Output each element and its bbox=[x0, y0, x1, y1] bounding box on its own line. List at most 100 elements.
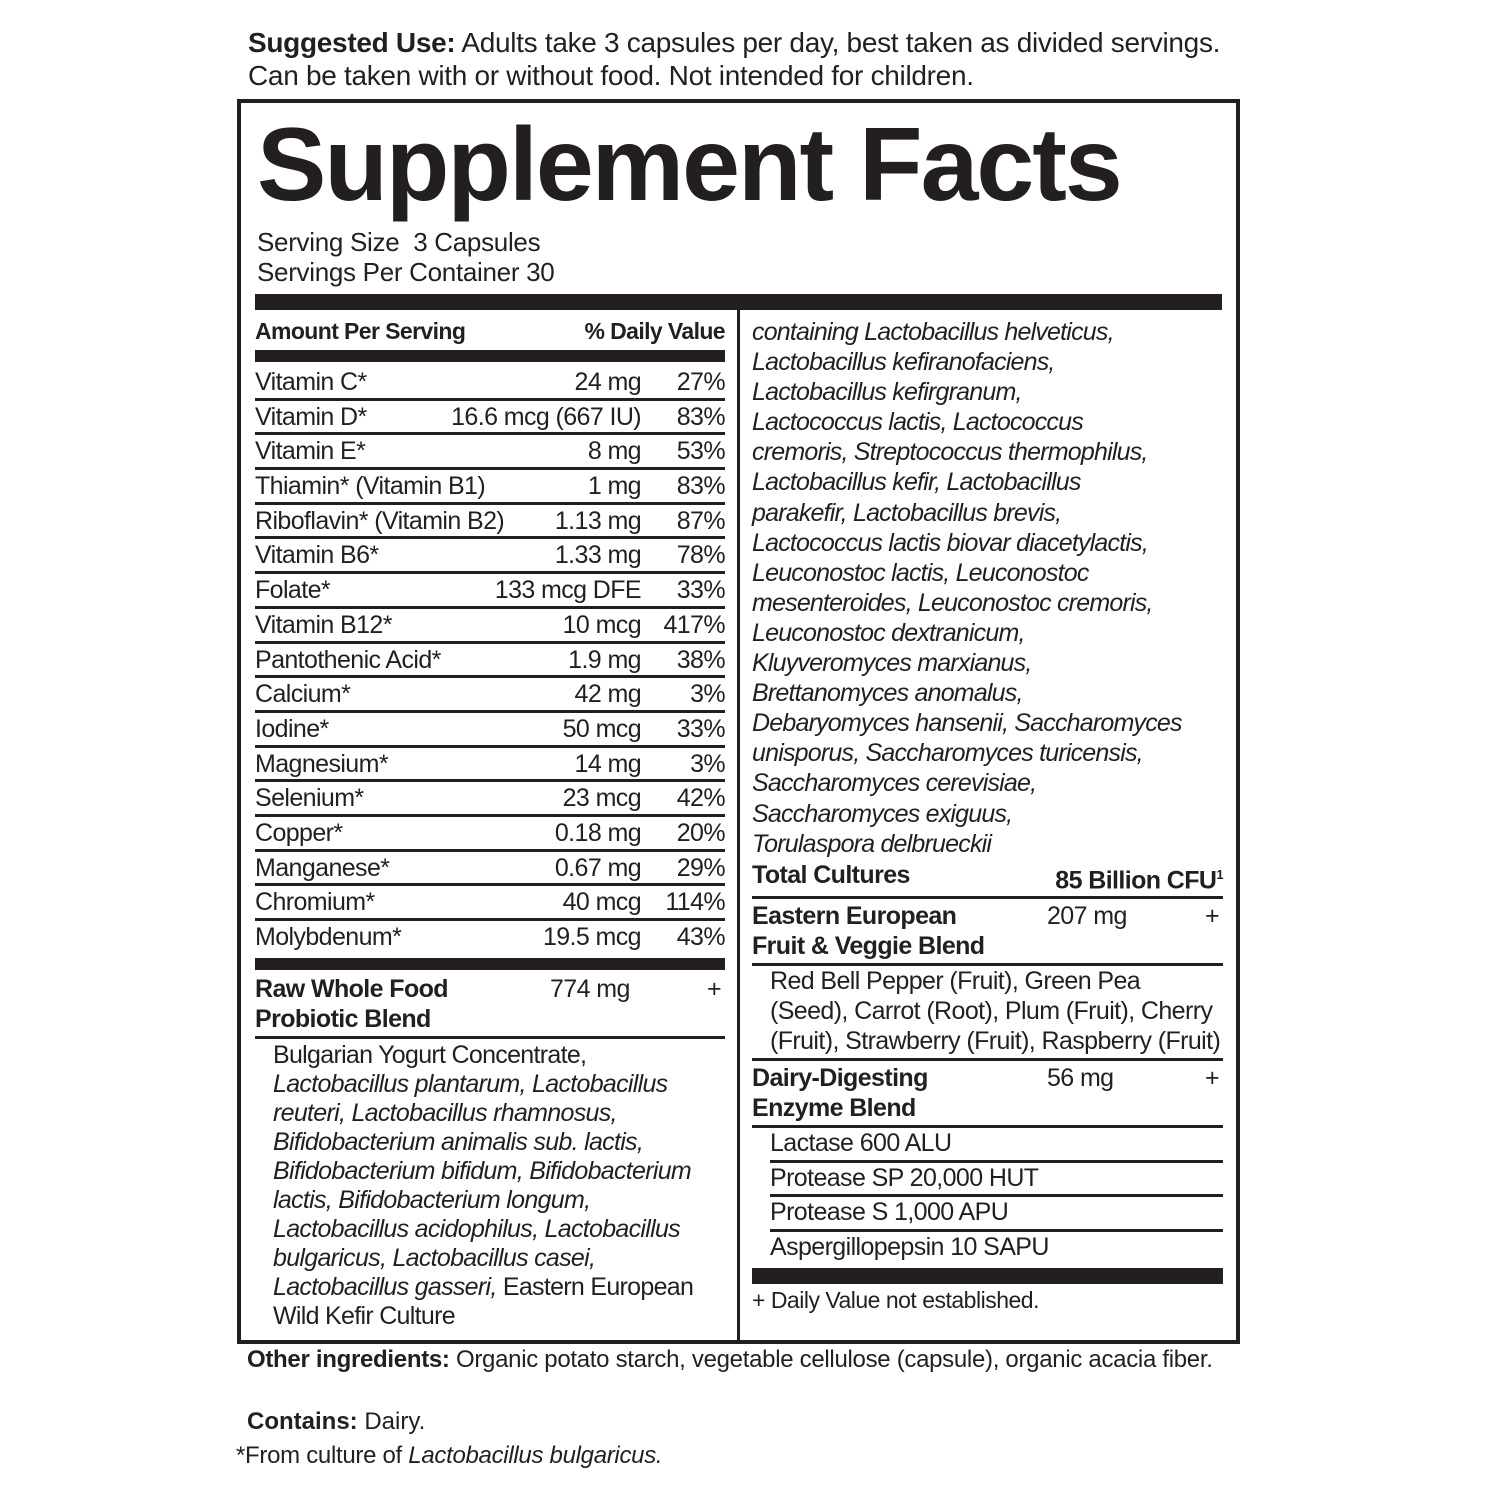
ingredient-line: Lactobacillus kefir, Lactobacillus bbox=[752, 468, 1081, 497]
ingredient-line: Brettanomyces anomalus, bbox=[752, 679, 1023, 708]
enzyme-list: Lactase 600 ALU Protease SP 20,000 HUT Pro… bbox=[752, 1128, 1223, 1266]
nutrient-name: Folate* bbox=[255, 576, 331, 605]
nutrient-name: Vitamin D* bbox=[255, 402, 367, 431]
nutrient-name: Vitamin C* bbox=[255, 368, 367, 396]
nutrient-name: Riboflavin* (Vitamin B2) bbox=[255, 506, 505, 535]
nutrient-name: Molybdenum* bbox=[255, 923, 402, 951]
culture-footnote: *From culture of Lactobacillus bulgaricu… bbox=[236, 1442, 663, 1469]
table-row: Chromium* 40 mcg 114% bbox=[255, 886, 726, 921]
nutrient-dv: 87% bbox=[676, 506, 726, 535]
ingredient-line: Saccharomyces exiguus, bbox=[752, 799, 1013, 828]
table-row: Vitamin C* 24 mg 27% bbox=[255, 366, 726, 401]
nutrient-amount: 40 mcg bbox=[562, 888, 642, 917]
nutrient-dv: 78% bbox=[676, 541, 726, 570]
ingredient-line: cremoris, Streptococcus thermophilus, bbox=[752, 438, 1148, 467]
total-cultures: Total Cultures 85 Billion CFU1 bbox=[752, 859, 1224, 900]
nutrient-amount: 50 mcg bbox=[562, 714, 642, 743]
ingredient-line: Lactobacillus kefirgranum, bbox=[752, 378, 1022, 407]
ingredient-line: parakefir, Lactobacillus brevis, bbox=[752, 498, 1062, 527]
table-row: Vitamin B6* 1.33 mg 78% bbox=[255, 539, 726, 575]
column-divider bbox=[737, 310, 740, 1344]
nutrient-dv: 114% bbox=[665, 888, 725, 917]
table-row: Pantothenic Acid* 1.9 mg 38% bbox=[255, 644, 726, 679]
table-row: Molybdenum* 19.5 mcg 43% bbox=[255, 921, 726, 956]
nutrient-dv: 33% bbox=[676, 714, 726, 743]
nutrient-amount: 16.6 mcg (667 IU) bbox=[451, 402, 641, 431]
supplement-facts-panel: Supplement Facts Serving Size 3 Capsules… bbox=[237, 99, 1240, 1344]
nutrient-amount: 1.13 mg bbox=[554, 506, 642, 535]
nutrient-amount: 1.33 mg bbox=[554, 541, 642, 570]
nutrient-name: Thiamin* (Vitamin B1) bbox=[255, 472, 486, 501]
other-ingredients: Other ingredients: Organic potato starch… bbox=[247, 1346, 1213, 1373]
table-row: Folate* 133 mcg DFE 33% bbox=[255, 574, 726, 609]
nutrient-name: Manganese* bbox=[255, 853, 390, 882]
enzyme-blend-header: Dairy-Digesting Enzyme Blend 56 mg + bbox=[752, 1063, 1223, 1129]
right-column: containing Lactobacillus helveticus, Lact… bbox=[752, 317, 1224, 1316]
nutrient-dv: 53% bbox=[676, 437, 726, 466]
fruit-blend-header: Eastern European Fruit & Veggie Blend 207… bbox=[752, 901, 1223, 967]
nutrient-name: Vitamin E* bbox=[255, 437, 366, 466]
nutrient-amount: 0.18 mg bbox=[554, 818, 642, 847]
table-row: Copper* 0.18 mg 20% bbox=[255, 817, 726, 852]
nutrient-name: Vitamin B12* bbox=[255, 610, 392, 639]
ingredient-line: Saccharomyces cerevisiae, bbox=[752, 769, 1037, 798]
nutrient-name: Vitamin B6* bbox=[255, 541, 379, 570]
enzyme-item: Protease S 1,000 APU bbox=[770, 1197, 1223, 1232]
allergen-contains: Contains: Dairy. bbox=[247, 1408, 426, 1435]
divider-thick bbox=[255, 294, 1222, 310]
probiotic-blend-continued: containing Lactobacillus helveticus, Lact… bbox=[752, 317, 1223, 859]
nutrient-dv: 38% bbox=[676, 645, 726, 674]
nutrient-name: Magnesium* bbox=[255, 749, 389, 778]
nutrient-dv: 83% bbox=[676, 402, 726, 431]
divider-bar bbox=[752, 1268, 1223, 1285]
table-row: Selenium* 23 mcg 42% bbox=[255, 782, 726, 817]
nutrient-dv: 42% bbox=[676, 784, 726, 813]
nutrient-name: Copper* bbox=[255, 818, 343, 847]
nutrient-amount: 42 mg bbox=[574, 680, 642, 709]
nutrient-amount: 8 mg bbox=[587, 437, 642, 466]
nutrient-amount: 24 mg bbox=[574, 368, 642, 396]
ingredient-line: Torulaspora delbrueckii bbox=[752, 829, 992, 858]
nutrient-dv: 20% bbox=[676, 818, 726, 847]
fruit-blend-ingredients: Red Bell Pepper (Fruit), Green Pea (Seed… bbox=[752, 966, 1223, 1062]
nutrient-amount: 14 mg bbox=[574, 749, 642, 778]
nutrient-dv: 3% bbox=[690, 749, 726, 778]
nutrient-dv: 83% bbox=[676, 472, 726, 501]
nutrient-amount: 0.67 mg bbox=[554, 853, 642, 882]
nutrient-name: Chromium* bbox=[255, 888, 375, 917]
nutrient-name: Pantothenic Acid* bbox=[255, 645, 441, 674]
nutrient-dv: 417% bbox=[663, 610, 725, 639]
nutrient-name: Iodine* bbox=[255, 714, 329, 743]
ingredient-line: Lactococcus lactis, Lactococcus bbox=[752, 408, 1084, 437]
table-row: Vitamin E* 8 mg 53% bbox=[255, 435, 726, 471]
footnote: + Daily Value not established. bbox=[752, 1287, 1039, 1314]
nutrient-dv: 3% bbox=[690, 680, 726, 709]
ingredient-line: unisporus, Saccharomyces turicensis, bbox=[752, 739, 1144, 768]
table-row: Thiamin* (Vitamin B1) 1 mg 83% bbox=[255, 470, 726, 505]
divider-bar bbox=[255, 957, 725, 970]
ingredient-line: Lactococcus lactis biovar diacetylactis, bbox=[752, 528, 1149, 557]
serving-size: Serving Size 3 Capsules bbox=[257, 227, 541, 257]
nutrient-table: Vitamin C* 24 mg 27% Vitamin D* 16.6 mcg (66… bbox=[255, 366, 726, 956]
nutrient-name: Calcium* bbox=[255, 680, 351, 709]
table-header: Amount Per Serving % Daily Value bbox=[255, 318, 726, 344]
nutrient-dv: 29% bbox=[676, 853, 726, 882]
nutrient-dv: 27% bbox=[676, 368, 726, 396]
table-row: Magnesium* 14 mg 3% bbox=[255, 748, 726, 783]
nutrient-name: Selenium* bbox=[255, 784, 364, 813]
nutrient-amount: 1 mg bbox=[587, 472, 642, 501]
enzyme-item: Aspergillopepsin 10 SAPU bbox=[770, 1232, 1049, 1261]
probiotic-blend-ingredients: Bulgarian Yogurt Concentrate, Lactobacil… bbox=[273, 1040, 694, 1330]
ingredient-line: containing Lactobacillus helveticus, bbox=[752, 318, 1115, 346]
enzyme-item: Protease SP 20,000 HUT bbox=[770, 1163, 1223, 1198]
panel-title: Supplement Facts bbox=[257, 107, 1123, 223]
left-column: Amount Per Serving % Daily Value Vitamin… bbox=[255, 315, 726, 1331]
nutrient-dv: 43% bbox=[676, 923, 726, 951]
divider-bar bbox=[255, 350, 725, 362]
ingredient-line: Leuconostoc lactis, Leuconostoc bbox=[752, 558, 1089, 587]
table-row: Iodine* 50 mcg 33% bbox=[255, 713, 726, 748]
nutrient-amount: 10 mcg bbox=[562, 610, 642, 639]
servings-per-container: Servings Per Container 30 bbox=[257, 257, 555, 287]
table-row: Manganese* 0.67 mg 29% bbox=[255, 852, 726, 887]
ingredient-line: Debaryomyces hansenii, Saccharomyces bbox=[752, 709, 1183, 738]
